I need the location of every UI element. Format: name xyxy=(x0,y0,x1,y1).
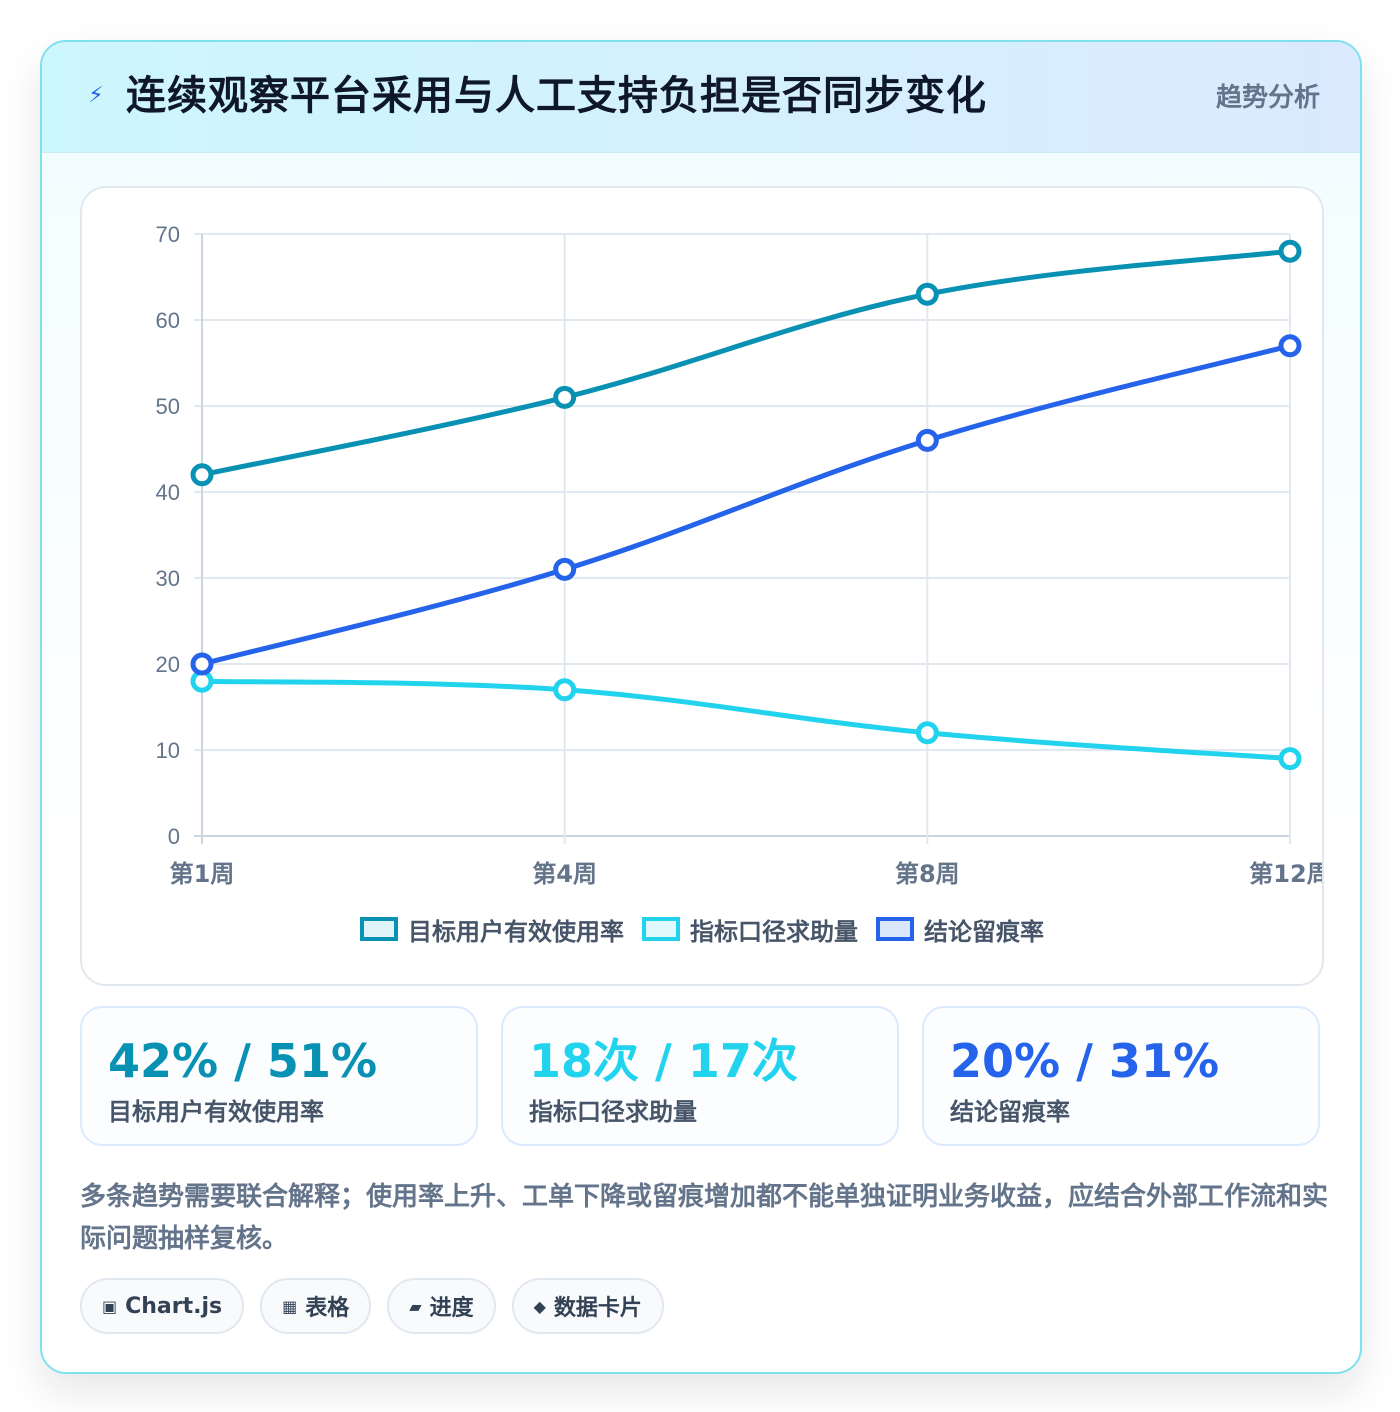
data-point xyxy=(915,721,939,745)
bolt-icon: ⚡︎ xyxy=(88,83,104,108)
data-point xyxy=(553,678,577,702)
legend-label: 指标口径求助量 xyxy=(690,917,858,946)
chip-data-card[interactable]: ◆ 数据卡片 xyxy=(511,1278,664,1334)
chip-label: 进度 xyxy=(429,1296,474,1321)
page-title: 连续观察平台采用与人工支持负担是否同步变化 xyxy=(126,73,987,119)
line-chart: 0 10 20 30 40 50 60 70 第1周 第4周 第8周 第12周 xyxy=(156,222,1322,888)
data-point xyxy=(1278,334,1302,358)
kpi-label: 结论留痕率 xyxy=(950,1098,1070,1126)
data-point xyxy=(1278,747,1302,771)
legend-label: 目标用户有效使用率 xyxy=(408,917,624,946)
chip-label: 数据卡片 xyxy=(553,1296,642,1321)
chart-icon: ▣ xyxy=(102,1296,118,1316)
legend-item[interactable]: 目标用户有效使用率 xyxy=(360,912,624,947)
kpi-value: 18次 / 17次 xyxy=(529,1034,798,1088)
x-tick-label: 第8周 xyxy=(895,860,960,888)
kpi-label: 目标用户有效使用率 xyxy=(108,1098,324,1126)
data-point xyxy=(553,557,577,581)
chart-panel: 0 10 20 30 40 50 60 70 第1周 第4周 第8周 第12周 目标用户有效使用率 指标… xyxy=(80,186,1324,986)
legend-label: 结论留痕率 xyxy=(924,917,1044,946)
x-tick-label: 第12周 xyxy=(1249,860,1322,888)
tag-chips: ▣ Chart.js ▦ 表格 ▰ 进度 ◆ 数据卡片 xyxy=(80,1278,664,1336)
x-tick-label: 第1周 xyxy=(170,860,235,888)
analysis-note: 多条趋势需要联合解释；使用率上升、工单下降或留痕增加都不能单独证明业务收益，应结… xyxy=(80,1182,1329,1254)
y-tick-label: 50 xyxy=(156,394,180,419)
series-line xyxy=(199,343,1293,667)
series-line xyxy=(199,248,1293,478)
data-point xyxy=(190,463,214,487)
series-line xyxy=(199,678,1293,762)
legend-item[interactable]: 指标口径求助量 xyxy=(642,912,858,947)
data-point xyxy=(553,385,577,409)
kpi-card-requests: 18次 / 17次 指标口径求助量 xyxy=(501,1006,899,1146)
y-tick-label: 0 xyxy=(168,824,180,849)
chip-chartjs[interactable]: ▣ Chart.js xyxy=(80,1278,245,1334)
legend-item[interactable]: 结论留痕率 xyxy=(876,912,1044,947)
y-tick-label: 30 xyxy=(156,566,180,591)
y-tick-label: 60 xyxy=(156,308,180,333)
data-point xyxy=(915,282,939,306)
y-tick-label: 40 xyxy=(156,480,180,505)
y-tick-label: 10 xyxy=(156,738,180,763)
chip-label: 表格 xyxy=(305,1296,350,1321)
kpi-label: 指标口径求助量 xyxy=(529,1098,697,1126)
kpi-card-usage: 42% / 51% 目标用户有效使用率 xyxy=(80,1006,478,1146)
legend-swatch xyxy=(876,917,914,941)
progress-icon: ▰ xyxy=(409,1296,422,1316)
chip-table[interactable]: ▦ 表格 xyxy=(260,1278,372,1334)
data-point xyxy=(190,652,214,676)
y-tick-label: 70 xyxy=(156,222,180,247)
data-card-icon: ◆ xyxy=(533,1296,546,1316)
chip-label: Chart.js xyxy=(125,1293,223,1319)
data-point xyxy=(915,428,939,452)
chart-card: ⚡︎ 连续观察平台采用与人工支持负担是否同步变化 趋势分析 0 10 20 30 40 5… xyxy=(40,40,1362,1374)
y-tick-label: 20 xyxy=(156,652,180,677)
kpi-card-trace: 20% / 31% 结论留痕率 xyxy=(922,1006,1320,1146)
data-point xyxy=(1278,239,1302,263)
kpi-value: 42% / 51% xyxy=(108,1034,378,1088)
x-tick-label: 第4周 xyxy=(532,860,597,888)
chip-progress[interactable]: ▰ 进度 xyxy=(387,1278,496,1334)
table-icon: ▦ xyxy=(282,1296,298,1316)
card-header: ⚡︎ 连续观察平台采用与人工支持负担是否同步变化 趋势分析 xyxy=(42,42,1360,153)
legend-swatch xyxy=(642,917,680,941)
chart-legend: 目标用户有效使用率 指标口径求助量 结论留痕率 xyxy=(82,908,1322,950)
analysis-type-tag: 趋势分析 xyxy=(1215,83,1320,113)
kpi-value: 20% / 31% xyxy=(950,1034,1220,1088)
legend-swatch xyxy=(360,917,398,941)
